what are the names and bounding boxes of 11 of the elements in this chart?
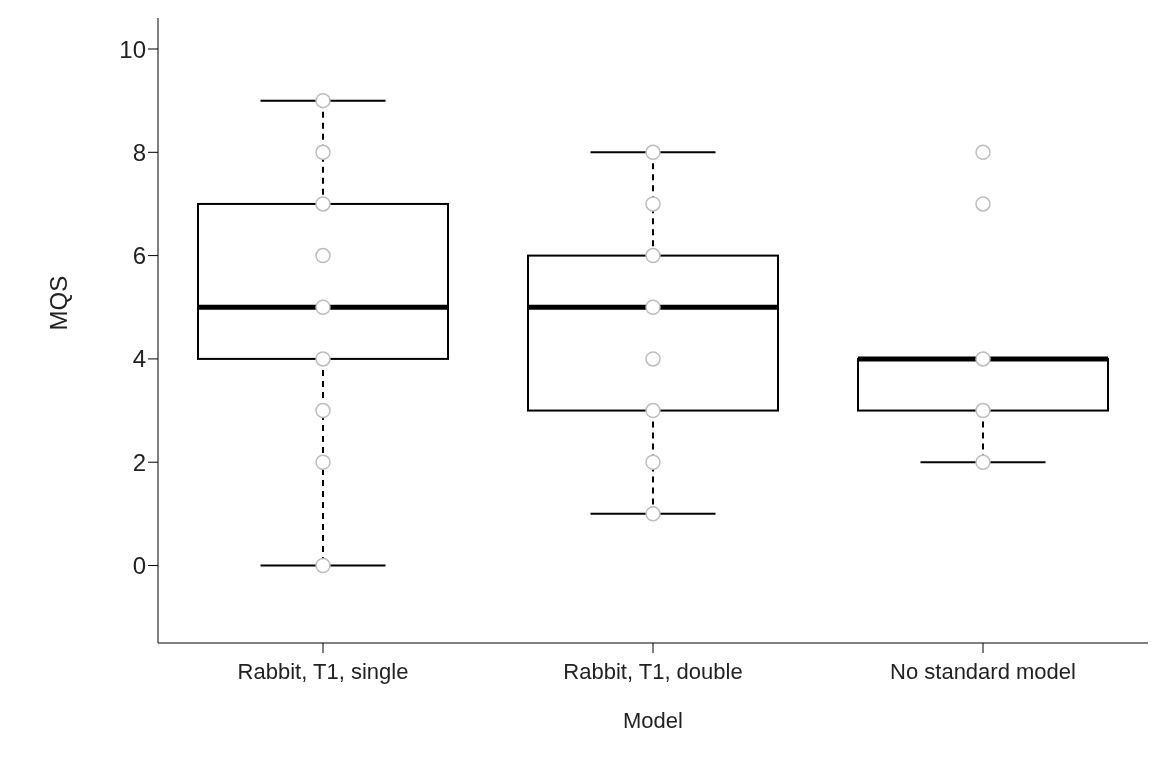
y-tick-label: 6 <box>132 242 146 270</box>
y-tick-label: 10 <box>119 35 146 63</box>
y-tick-label: 8 <box>132 138 146 166</box>
y-axis-title: MQS <box>44 275 72 331</box>
y-tick-label: 0 <box>132 552 146 580</box>
y-tick-label: 2 <box>132 448 146 476</box>
x-tick-label: Rabbit, T1, double <box>563 658 743 684</box>
y-tick-label: 4 <box>132 345 146 373</box>
x-tick-label: Rabbit, T1, single <box>237 658 409 684</box>
x-axis-title: Model <box>623 708 683 733</box>
x-tick-label: No standard model <box>890 658 1076 684</box>
